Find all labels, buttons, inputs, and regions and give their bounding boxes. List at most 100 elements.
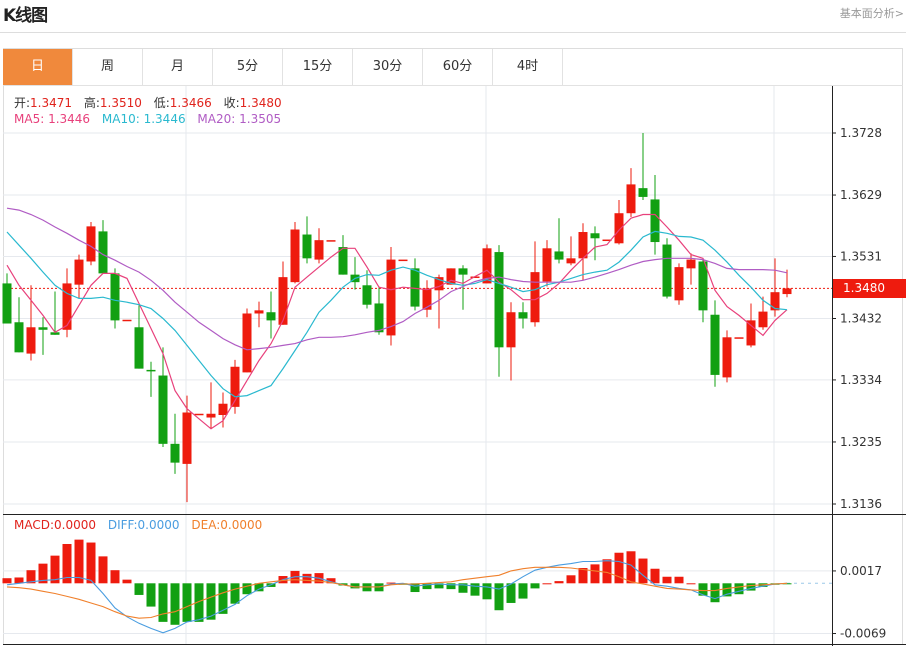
candle-up <box>206 413 216 418</box>
macd-bar <box>86 542 96 584</box>
price-tick-label: 1.3334 <box>840 373 882 387</box>
fundamental-analysis-link[interactable]: 基本面分析> <box>839 7 904 20</box>
macd-value: 0.0000 <box>54 518 97 532</box>
low-label: 低: <box>153 96 170 110</box>
macd-bar <box>722 583 732 597</box>
open-label: 开: <box>14 96 31 110</box>
macd-bar <box>554 581 564 584</box>
price-tick-label: 1.3728 <box>840 126 882 140</box>
macd-bar <box>422 583 432 590</box>
candle-up <box>194 413 204 416</box>
macd-bar <box>638 558 648 584</box>
candle-up <box>434 277 444 291</box>
price-tick-label: 1.3629 <box>840 188 882 202</box>
candle-up <box>614 213 624 244</box>
tab-day[interactable]: 日 <box>3 49 73 85</box>
macd-bar <box>14 577 24 584</box>
macd-bar <box>2 578 12 584</box>
candle-up <box>182 412 192 464</box>
candle-down <box>134 327 144 369</box>
candle-up <box>506 312 516 348</box>
ohlc-legend: 开:1.3471 高:1.3510 低:1.3466 收:1.3480 <box>14 94 282 111</box>
high-value: 1.3510 <box>99 96 142 110</box>
candle-up <box>290 229 300 283</box>
candle-up <box>686 259 696 269</box>
macd-bar <box>158 583 168 622</box>
diff-line <box>6 560 788 634</box>
price-tick-label: 1.3531 <box>840 249 882 263</box>
candle-up <box>674 267 684 301</box>
macd-bar <box>698 583 708 596</box>
candle-up <box>122 319 132 322</box>
macd-bar <box>614 552 624 584</box>
grid <box>3 86 906 646</box>
macd-bar <box>602 559 612 584</box>
candle-down <box>158 375 168 444</box>
candle-down <box>374 303 384 333</box>
macd-bar <box>458 583 468 593</box>
macd-bar <box>98 556 108 584</box>
candle-down <box>410 268 420 307</box>
macd-bar <box>542 583 552 585</box>
tab-5min[interactable]: 5分 <box>213 49 283 85</box>
candle-down <box>494 252 504 348</box>
macd-bar <box>194 583 204 622</box>
candle-up <box>602 239 612 242</box>
candle-up <box>530 272 540 323</box>
tab-week[interactable]: 周 <box>73 49 143 85</box>
macd-bar <box>482 583 492 600</box>
macd-bar <box>434 583 444 589</box>
candle-down <box>590 233 600 239</box>
candle-down <box>14 322 24 353</box>
candle-down <box>662 244 672 297</box>
candle-up <box>734 337 744 339</box>
candle-down <box>302 234 312 259</box>
macd-bar <box>230 583 240 604</box>
candle-up <box>242 313 252 373</box>
diff-label: DIFF: <box>107 518 138 532</box>
macd-tick-label: 0.0017 <box>840 564 882 578</box>
macd-bar <box>62 543 72 584</box>
macd-bars <box>2 539 792 625</box>
macd-bar <box>674 576 684 584</box>
macd-label: MACD: <box>14 518 55 532</box>
ma-legend: MA5: 1.3446 MA10: 1.3446 MA20: 1.3505 <box>14 112 281 126</box>
indicator-lines <box>6 207 788 634</box>
tab-15min[interactable]: 15分 <box>283 49 353 85</box>
candle-down <box>38 327 48 330</box>
candle-up <box>398 259 408 262</box>
candle-up <box>542 248 552 282</box>
period-tabs: 日 周 月 5分 15分 30分 60分 4时 <box>3 49 563 85</box>
macd-bar <box>506 583 516 603</box>
candle-up <box>626 184 636 214</box>
candle-up <box>566 258 576 264</box>
candle-up <box>26 327 36 354</box>
candle-down <box>146 369 156 372</box>
macd-bar <box>410 583 420 593</box>
tab-month[interactable]: 月 <box>143 49 213 85</box>
candle-down <box>698 261 708 311</box>
tab-60min[interactable]: 60分 <box>423 49 493 85</box>
macd-bar <box>386 582 396 584</box>
tab-30min[interactable]: 30分 <box>353 49 423 85</box>
price-tick-label: 1.3136 <box>840 497 882 511</box>
tabs-divider <box>3 85 903 86</box>
candle-up <box>278 277 288 325</box>
macd-tick-label: -0.0069 <box>840 627 886 641</box>
macd-bar <box>530 583 540 589</box>
candle-up <box>422 288 432 310</box>
price-axis: 1.3728 1.3629 1.3531 1.3432 1.3334 1.3235 1.31… <box>832 126 886 641</box>
candle-up <box>746 320 756 346</box>
ma20-label: MA20: <box>197 112 240 126</box>
ma20-line <box>6 207 788 351</box>
macd-bar <box>206 583 216 620</box>
candle-up <box>314 240 324 260</box>
candle-down <box>50 332 60 335</box>
tab-4hour[interactable]: 4时 <box>493 49 563 85</box>
macd-bar <box>650 568 660 584</box>
ma20-value: 1.3505 <box>239 112 282 126</box>
candle-down <box>554 251 564 260</box>
macd-legend: MACD:0.0000 DIFF:0.0000 DEA:0.0000 <box>14 518 262 532</box>
diff-value: 0.0000 <box>137 518 180 532</box>
